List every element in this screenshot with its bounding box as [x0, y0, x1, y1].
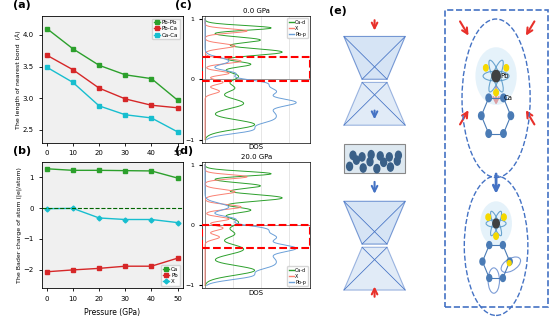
- Text: Ca: Ca: [504, 95, 513, 101]
- Legend: Ca-d, X, Pb-p: Ca-d, X, Pb-p: [288, 18, 308, 38]
- Bar: [202, 225, 310, 248]
- Legend: Ca-d, X, Pb-p: Ca-d, X, Pb-p: [288, 266, 308, 286]
- Circle shape: [493, 219, 499, 228]
- Circle shape: [486, 214, 490, 220]
- X-axis label: Pressure (GPa): Pressure (GPa): [84, 162, 140, 171]
- Legend: Ca, Pb, X: Ca, Pb, X: [161, 265, 180, 286]
- X-axis label: DOS: DOS: [249, 290, 264, 296]
- Circle shape: [386, 153, 392, 161]
- Legend: Pb-Pb, Pb-Ca, Ca-Ca: Pb-Pb, Pb-Ca, Ca-Ca: [152, 19, 180, 39]
- Circle shape: [502, 214, 506, 220]
- Polygon shape: [344, 201, 405, 244]
- Circle shape: [367, 158, 373, 166]
- Circle shape: [500, 242, 505, 249]
- Circle shape: [353, 156, 360, 164]
- Title: 0.0 GPa: 0.0 GPa: [243, 8, 270, 14]
- Circle shape: [396, 151, 401, 159]
- Circle shape: [507, 261, 511, 266]
- Circle shape: [368, 151, 374, 159]
- Circle shape: [374, 165, 380, 173]
- Y-axis label: The length of nearest bond  (Å): The length of nearest bond (Å): [16, 30, 21, 129]
- Circle shape: [480, 258, 485, 265]
- Circle shape: [359, 153, 365, 161]
- Circle shape: [484, 65, 488, 71]
- Circle shape: [387, 163, 393, 171]
- Circle shape: [394, 157, 400, 165]
- Ellipse shape: [480, 201, 512, 246]
- Circle shape: [507, 258, 512, 265]
- Circle shape: [501, 130, 506, 137]
- Polygon shape: [344, 82, 405, 125]
- Circle shape: [350, 151, 356, 159]
- Bar: [202, 57, 310, 81]
- Circle shape: [508, 112, 514, 120]
- Ellipse shape: [475, 47, 517, 105]
- Circle shape: [504, 65, 509, 71]
- Circle shape: [494, 89, 499, 96]
- Circle shape: [381, 158, 387, 166]
- Circle shape: [500, 275, 505, 281]
- Circle shape: [479, 112, 484, 120]
- Circle shape: [360, 164, 366, 172]
- Text: (b): (b): [13, 146, 32, 156]
- Circle shape: [347, 162, 352, 171]
- Polygon shape: [344, 247, 405, 290]
- Circle shape: [501, 94, 506, 102]
- Title: 20.0 GPa: 20.0 GPa: [240, 154, 272, 160]
- Text: (d): (d): [175, 146, 193, 156]
- Text: (e): (e): [329, 6, 347, 16]
- Circle shape: [492, 70, 500, 82]
- Polygon shape: [344, 36, 405, 79]
- Circle shape: [487, 242, 492, 249]
- Circle shape: [486, 130, 491, 137]
- Circle shape: [486, 94, 491, 102]
- Bar: [344, 144, 405, 173]
- Y-axis label: The Bader charge of atom (|e|/atom): The Bader charge of atom (|e|/atom): [17, 167, 22, 283]
- X-axis label: DOS: DOS: [249, 144, 264, 150]
- Text: Pb: Pb: [501, 73, 509, 79]
- Circle shape: [377, 152, 383, 160]
- Text: (c): (c): [175, 0, 192, 10]
- Text: (a): (a): [13, 0, 31, 10]
- X-axis label: Pressure (GPa): Pressure (GPa): [84, 308, 140, 317]
- Circle shape: [494, 233, 499, 239]
- Circle shape: [487, 275, 492, 281]
